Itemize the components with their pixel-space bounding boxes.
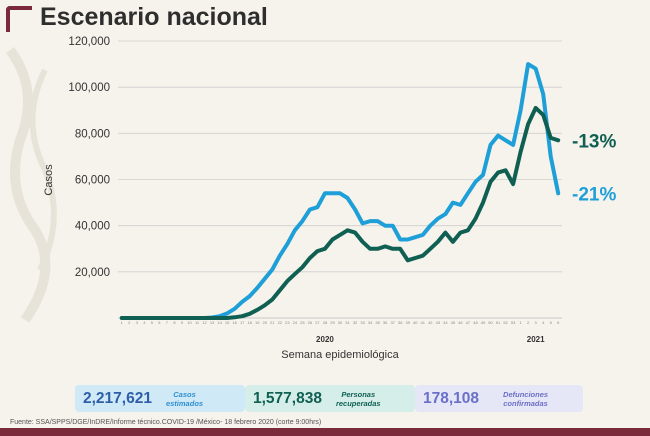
card-label-line1: Defunciones xyxy=(503,389,549,399)
y-tick-label: 100,000 xyxy=(68,82,110,94)
y-tick-label: 40,000 xyxy=(75,221,110,233)
x-tick-label: 20 xyxy=(263,320,268,325)
x-tick-label: 19 xyxy=(255,320,260,325)
x-tick-label: 7 xyxy=(166,320,169,325)
y-tick-label: 60,000 xyxy=(75,175,110,187)
card-value: 178,108 xyxy=(423,389,480,407)
page-title: Escenario nacional xyxy=(40,3,268,31)
source-footer: Fuente: SSA/SPPS/DGE/InDRE/Informe técni… xyxy=(10,419,322,426)
x-tick-label: 26 xyxy=(308,320,313,325)
x-tick-label: 46 xyxy=(458,320,463,325)
x-tick-label: 18 xyxy=(247,320,252,325)
card-value: 2,217,621 xyxy=(83,389,152,407)
x-tick-label: 5 xyxy=(151,320,154,325)
x-tick-label: 1 xyxy=(121,320,124,325)
x-tick-label: 16 xyxy=(232,320,237,325)
bottom-bar xyxy=(0,428,650,436)
x-tick-label: 6 xyxy=(557,320,560,325)
series-line-confirmed xyxy=(119,105,561,320)
card-label: Casos estimados xyxy=(166,390,203,408)
x-tick-label: 35 xyxy=(375,320,380,325)
x-tick-label: 34 xyxy=(368,320,373,325)
x-tick-label: 39 xyxy=(406,320,411,325)
x-tick-label: 42 xyxy=(428,320,433,325)
x-tick-label: 30 xyxy=(338,320,343,325)
corner-mark xyxy=(6,6,32,32)
x-tick-label: 4 xyxy=(143,320,146,325)
x-tick-label: 48 xyxy=(473,320,478,325)
x-tick-label: 15 xyxy=(225,320,230,325)
card-value: 1,577,838 xyxy=(253,389,322,407)
card-label-line2: confirmadas xyxy=(503,398,548,408)
x-tick-label: 22 xyxy=(278,320,283,325)
x-tick-label: 45 xyxy=(451,320,456,325)
watermark-emblem xyxy=(5,47,57,323)
x-year-label: 2020 xyxy=(316,335,334,344)
y-tick-label: 20,000 xyxy=(75,267,110,279)
card-casos-estimados: 2,217,621 Casos estimados xyxy=(75,385,245,412)
series-line-estimated xyxy=(119,62,561,320)
y-axis-label: Casos xyxy=(43,164,55,196)
x-tick-label: 43 xyxy=(436,320,441,325)
x-tick-label: 10 xyxy=(187,320,192,325)
x-tick-label: 3 xyxy=(136,320,139,325)
x-tick-label: 12 xyxy=(202,320,207,325)
x-tick-label: 23 xyxy=(285,320,290,325)
x-tick-label: 50 xyxy=(488,320,493,325)
x-tick-label: 5 xyxy=(550,320,553,325)
annotation-estimated: -21% xyxy=(572,184,616,205)
x-tick-label: 53 xyxy=(511,320,516,325)
x-tick-label: 17 xyxy=(240,320,245,325)
x-tick-label: 31 xyxy=(345,320,350,325)
x-tick-label: 44 xyxy=(443,320,448,325)
x-tick-label: 25 xyxy=(300,320,305,325)
x-tick-label: 13 xyxy=(210,320,215,325)
y-tick-label: 80,000 xyxy=(75,128,110,140)
card-label: Personas recuperadas xyxy=(336,390,381,408)
x-tick-label: 51 xyxy=(496,320,501,325)
annotation-confirmed: -13% xyxy=(572,131,616,152)
x-tick-label: 1 xyxy=(519,320,522,325)
x-tick-label: 24 xyxy=(293,320,298,325)
x-tick-label: 33 xyxy=(360,320,365,325)
x-tick-label: 4 xyxy=(542,320,545,325)
x-tick-label: 41 xyxy=(421,320,426,325)
card-personas-recuperadas: 1,577,838 Personas recuperadas xyxy=(245,385,415,412)
x-tick-label: 14 xyxy=(217,320,222,325)
x-tick-label: 29 xyxy=(330,320,335,325)
y-tick-label: 120,000 xyxy=(68,36,110,48)
x-tick-label: 32 xyxy=(353,320,358,325)
x-tick-label: 11 xyxy=(195,320,200,325)
x-tick-label: 6 xyxy=(158,320,161,325)
card-label-line1: Casos xyxy=(173,389,196,399)
x-tick-label: 8 xyxy=(173,320,176,325)
x-year-label: 2021 xyxy=(527,335,545,344)
x-tick-label: 9 xyxy=(181,320,184,325)
x-tick-label: 49 xyxy=(481,320,486,325)
x-tick-label: 28 xyxy=(323,320,328,325)
x-tick-label: 47 xyxy=(466,320,471,325)
x-tick-label: 52 xyxy=(503,320,508,325)
x-tick-label: 27 xyxy=(315,320,320,325)
x-tick-label: 36 xyxy=(383,320,388,325)
x-tick-label: 37 xyxy=(390,320,395,325)
card-label-line2: estimados xyxy=(165,398,204,408)
card-label-line1: Personas xyxy=(341,389,376,399)
x-tick-label: 21 xyxy=(270,320,275,325)
x-tick-label: 3 xyxy=(535,320,538,325)
x-tick-label: 2 xyxy=(527,320,530,325)
card-defunciones-confirmadas: 178,108 Defunciones confirmadas xyxy=(415,385,583,412)
x-axis-label: Semana epidemiológica xyxy=(281,349,399,361)
card-label: Defunciones confirmadas xyxy=(503,390,548,408)
x-tick-label: 2 xyxy=(128,320,131,325)
x-tick-label: 38 xyxy=(398,320,403,325)
card-label-line2: recuperadas xyxy=(335,398,381,408)
x-tick-label: 40 xyxy=(413,320,418,325)
